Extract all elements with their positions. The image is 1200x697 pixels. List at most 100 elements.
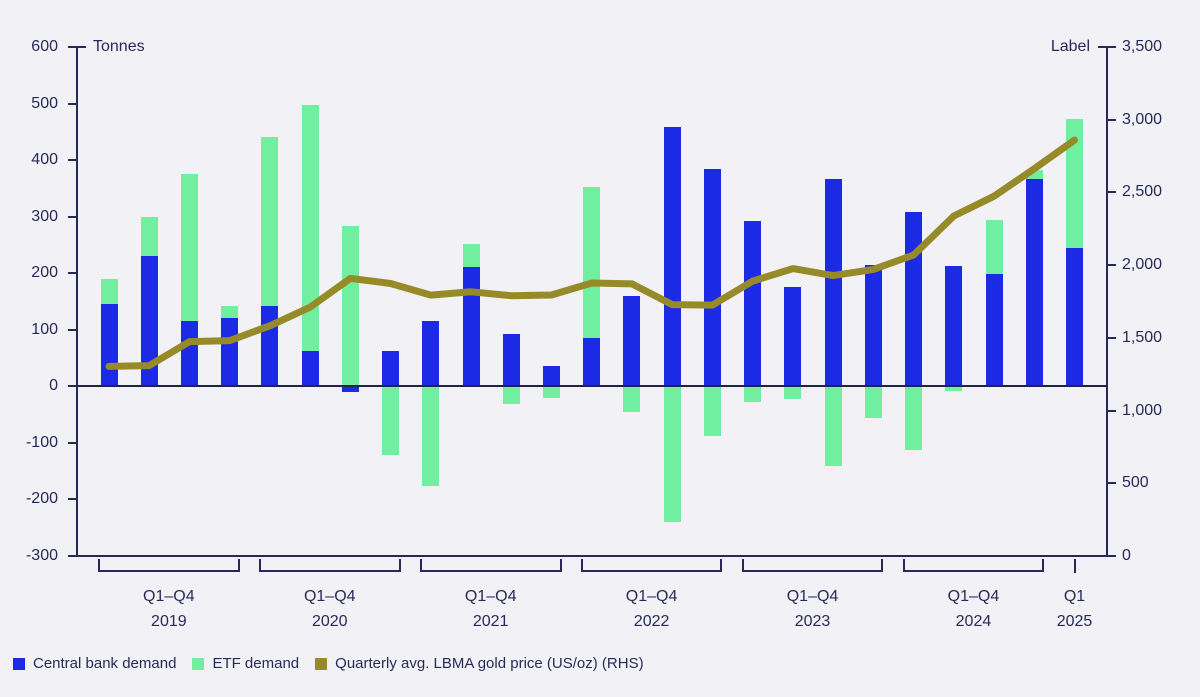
x-group-label: Q1–Q4 2021: [416, 584, 566, 634]
bar-etf: [382, 386, 400, 456]
x-group-year: 2024: [955, 613, 992, 630]
left-axis-tick-label: 100: [31, 320, 58, 338]
year-bracket: [741, 559, 884, 572]
bar-etf: [221, 306, 239, 319]
left-axis-title: Tonnes: [93, 38, 145, 55]
right-axis-tick: [1107, 118, 1116, 121]
x-group-quarter-range: Q1–Q4: [625, 588, 678, 605]
right-axis-tick: [1107, 336, 1116, 339]
x-group-label: Q1–Q4 2020: [255, 584, 405, 634]
right-axis-tick-label: 3,000: [1122, 110, 1163, 128]
right-axis-tick: [1107, 482, 1116, 485]
bar-etf: [583, 186, 601, 339]
bar-central-bank: [261, 306, 279, 387]
right-axis-line: [1106, 47, 1108, 556]
bar-etf: [744, 386, 762, 403]
x-group-label: Q1–Q4 2024: [898, 584, 1048, 634]
bar-etf: [301, 104, 319, 351]
left-axis-tick-label: 500: [31, 94, 58, 112]
bar-central-bank: [824, 179, 842, 387]
x-group-quarter-range: Q1–Q4: [303, 588, 356, 605]
x-group-year: 2019: [151, 613, 187, 630]
bar-etf: [905, 386, 923, 451]
legend-swatch: [315, 657, 328, 670]
bar-central-bank: [422, 320, 440, 387]
bar-etf: [261, 137, 279, 307]
x-group-quarter-range: Q1–Q4: [143, 588, 195, 605]
left-axis-tick-label: 600: [31, 38, 58, 55]
bar-etf: [663, 386, 681, 523]
bar-central-bank: [985, 273, 1003, 387]
bar-etf: [180, 174, 198, 322]
bar-central-bank: [703, 169, 721, 387]
bar-etf: [864, 386, 882, 418]
bar-etf: [341, 226, 359, 387]
zero-line: [77, 385, 1107, 387]
bar-etf: [502, 386, 520, 405]
legend: Central bank demand ETF demand Quarterly a…: [13, 655, 644, 672]
left-axis-tick-label: 400: [31, 151, 58, 169]
bar-central-bank: [543, 365, 561, 387]
left-axis-tick: [68, 328, 77, 331]
x-group-quarter-range: Q1–Q4: [947, 588, 1000, 605]
bar-etf: [945, 386, 963, 391]
left-axis-tick: [68, 498, 77, 501]
right-axis-tick-label: 3,500: [1122, 38, 1163, 55]
left-axis-tick: [68, 46, 86, 48]
bar-central-bank: [864, 264, 882, 387]
bar-central-bank: [462, 267, 480, 387]
x-group-label: Q1–Q4 2022: [577, 584, 727, 634]
x-group-year: 2020: [311, 613, 348, 630]
bar-central-bank: [784, 286, 802, 387]
left-axis-tick: [68, 441, 77, 444]
bar-central-bank: [140, 256, 158, 387]
left-axis-tick-label: -100: [25, 433, 58, 451]
left-axis-line: [76, 47, 78, 556]
right-axis-tick-label: 1,500: [1122, 328, 1163, 346]
bar-etf: [1066, 119, 1084, 249]
bar-etf: [784, 386, 802, 399]
bar-central-bank: [301, 350, 319, 387]
bar-etf: [462, 244, 480, 267]
legend-swatch: [192, 657, 205, 670]
left-axis-tick-label: 0: [49, 377, 58, 395]
bar-central-bank: [100, 304, 118, 387]
bar-central-bank: [945, 266, 963, 387]
bar-central-bank: [583, 338, 601, 387]
bar-etf: [543, 386, 561, 398]
legend-label: Central bank demand: [33, 655, 177, 672]
right-axis-tick: [1098, 46, 1116, 48]
bar-central-bank: [1066, 248, 1084, 387]
legend-item: Central bank demand: [13, 655, 176, 672]
left-axis-tick-label: -300: [25, 547, 58, 564]
x-group-label: Q1–Q4 2023: [738, 584, 888, 634]
right-axis-tick: [1107, 555, 1116, 557]
x-group-label: Q1–Q4 2019: [94, 584, 244, 634]
right-axis-tick-label: 500: [1122, 474, 1149, 492]
legend-item: Quarterly avg. LBMA gold price (US/oz) (…: [315, 655, 644, 672]
bar-etf: [140, 216, 158, 257]
right-axis-tick-label: 2,000: [1122, 256, 1163, 274]
bar-central-bank: [905, 211, 923, 387]
bar-central-bank: [502, 333, 520, 387]
left-axis-tick: [68, 159, 77, 162]
legend-label: ETF demand: [212, 655, 300, 672]
left-axis-tick: [68, 102, 77, 105]
right-axis-tick: [1107, 409, 1116, 412]
year-bracket: [258, 559, 401, 572]
bar-central-bank: [663, 126, 681, 387]
year-bracket-tick: [1073, 559, 1076, 573]
legend-label: Quarterly avg. LBMA gold price (US/oz) (…: [335, 655, 644, 672]
x-group-year: 2021: [472, 613, 509, 630]
bar-etf: [422, 386, 440, 487]
year-bracket: [419, 559, 562, 572]
bar-central-bank: [744, 221, 762, 387]
bottom-axis-line: [76, 555, 1108, 557]
year-bracket: [902, 559, 1045, 572]
bar-etf: [824, 386, 842, 466]
bar-etf: [1025, 169, 1043, 179]
bar-central-bank: [1025, 178, 1043, 387]
legend-swatch: [13, 657, 25, 670]
right-axis-tick: [1107, 191, 1116, 194]
